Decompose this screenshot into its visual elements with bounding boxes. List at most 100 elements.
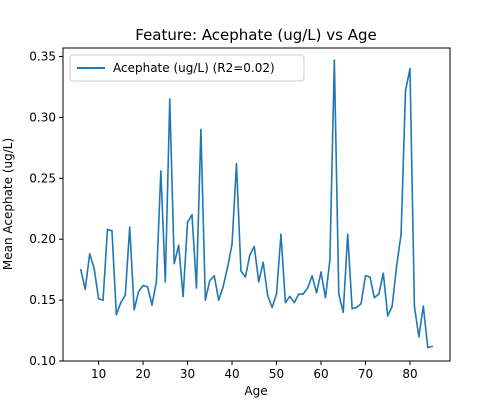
data-point — [235, 162, 238, 165]
data-point — [311, 274, 313, 277]
data-point — [280, 233, 282, 236]
data-point — [195, 287, 198, 289]
data-point — [146, 285, 149, 288]
data-point — [297, 293, 300, 295]
data-point — [422, 305, 425, 307]
chart-title: Feature: Acephate (ug/L) vs Age — [135, 26, 376, 44]
data-point — [160, 170, 162, 172]
data-point — [137, 290, 140, 293]
x-tick-label: 80 — [402, 367, 417, 381]
data-point — [413, 305, 416, 307]
data-point — [342, 311, 345, 314]
series-layer — [79, 59, 434, 349]
x-tick-label: 60 — [313, 367, 328, 381]
data-point — [249, 254, 251, 256]
data-point — [226, 266, 229, 269]
data-point — [88, 253, 91, 255]
data-point — [240, 270, 242, 272]
data-point — [337, 293, 340, 295]
data-point — [231, 243, 233, 245]
data-point — [324, 296, 327, 299]
data-point — [262, 261, 264, 264]
data-point — [382, 272, 385, 275]
data-point — [404, 89, 407, 92]
data-point — [302, 293, 305, 295]
series-line — [80, 59, 433, 349]
data-point — [253, 245, 256, 248]
data-point — [346, 233, 349, 236]
data-point — [373, 296, 376, 299]
data-point — [386, 315, 389, 317]
x-axis-label: Age — [244, 384, 267, 398]
data-point — [217, 299, 220, 301]
data-point — [97, 298, 100, 300]
data-point — [333, 59, 336, 61]
data-point — [133, 309, 135, 311]
data-point — [257, 281, 260, 283]
data-point — [208, 279, 211, 282]
data-point — [244, 276, 247, 278]
data-point — [431, 345, 434, 348]
y-tick-label: 0.10 — [29, 354, 56, 368]
y-tick-label: 0.15 — [29, 293, 56, 307]
x-tick-label: 70 — [358, 367, 373, 381]
y-tick-label: 0.35 — [29, 50, 56, 64]
data-point — [369, 276, 371, 278]
legend-box — [69, 54, 305, 82]
data-point — [84, 288, 87, 290]
plot-frame — [62, 47, 451, 362]
data-point — [106, 228, 109, 231]
data-point — [418, 335, 420, 338]
data-point — [395, 265, 398, 267]
data-point — [93, 267, 95, 270]
data-point — [128, 226, 131, 228]
x-tick-label: 20 — [135, 367, 150, 381]
data-point — [164, 281, 167, 283]
y-tick-label: 0.30 — [29, 110, 56, 124]
data-point — [329, 259, 331, 261]
legend: Acephate (ug/L) (R2=0.02) — [69, 54, 305, 82]
data-point — [409, 67, 411, 70]
data-point — [426, 346, 429, 349]
data-point — [315, 292, 318, 294]
legend-label: Acephate (ug/L) (R2=0.02) — [113, 61, 275, 75]
data-point — [213, 274, 216, 277]
data-point — [155, 281, 158, 283]
data-point — [391, 305, 393, 307]
data-point — [320, 271, 322, 273]
x-tick-label: 40 — [224, 367, 239, 381]
data-point — [115, 313, 118, 316]
y-tick-label: 0.25 — [29, 171, 56, 185]
data-point — [79, 268, 82, 271]
data-point — [204, 299, 207, 301]
data-point — [378, 293, 380, 295]
x-tick-label: 30 — [180, 367, 195, 381]
data-point — [182, 295, 184, 298]
data-point — [102, 299, 104, 301]
data-point — [186, 221, 189, 223]
data-point — [142, 284, 144, 287]
data-point — [222, 285, 224, 288]
x-axis: 10 20 30 40 50 60 70 80 — [91, 361, 418, 381]
data-point — [400, 233, 402, 236]
data-point — [275, 293, 278, 295]
y-tick-label: 0.20 — [29, 232, 56, 246]
data-point — [168, 98, 171, 100]
data-point — [289, 295, 291, 298]
data-point — [360, 302, 362, 305]
data-point — [306, 287, 309, 289]
data-point — [177, 244, 180, 247]
data-point — [191, 214, 193, 216]
data-point — [120, 301, 122, 304]
x-tick-label: 50 — [269, 367, 284, 381]
data-point — [271, 306, 273, 309]
data-point — [173, 262, 176, 265]
data-point — [200, 128, 202, 131]
y-axis-label: Mean Acephate (ug/L) — [1, 138, 15, 270]
data-point — [124, 294, 127, 297]
data-point — [111, 229, 113, 232]
data-point — [293, 301, 296, 304]
data-point — [355, 306, 358, 309]
data-point — [151, 304, 153, 306]
